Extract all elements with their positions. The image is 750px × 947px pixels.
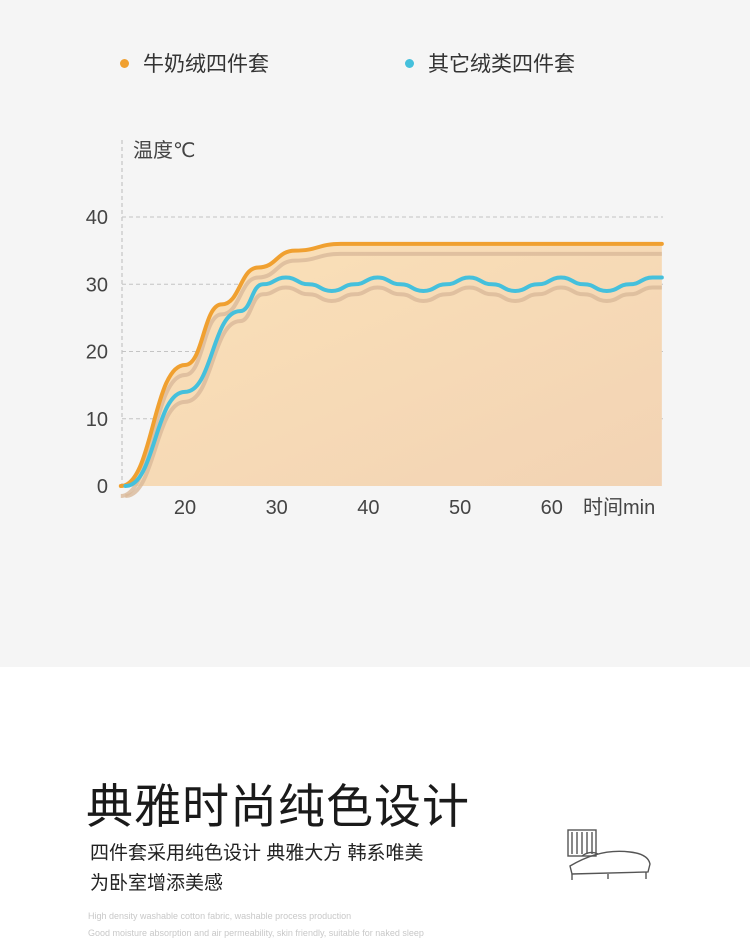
y-tick-label: 40	[86, 207, 108, 229]
promo-english-2: Good moisture absorption and air permeab…	[88, 928, 424, 938]
promo-line-1: 四件套采用纯色设计 典雅大方 韩系唯美	[90, 843, 424, 864]
legend-item-milk-velvet: 牛奶绒四件套	[120, 48, 269, 78]
series-line-1	[118, 241, 664, 488]
x-tick-label: 40	[357, 497, 379, 519]
series-shadow	[120, 251, 662, 498]
x-tick-label: 20	[174, 497, 196, 519]
y-tick-label: 30	[86, 274, 108, 296]
temperature-chart: 0 10 20 30 40 20 30 40 50 60 温度℃ 时间min	[86, 139, 664, 519]
legend-item-other-velvet: 其它绒类四件套	[405, 48, 575, 78]
x-tick-label: 30	[266, 497, 288, 519]
x-tick-label: 60	[541, 497, 563, 519]
area-fill	[120, 243, 662, 486]
y-tick-label: 20	[86, 342, 108, 364]
promo-english-1: High density washable cotton fabric, was…	[88, 911, 352, 921]
promo-line-2: 为卧室增添美感	[90, 873, 224, 894]
legend-dot	[405, 58, 414, 68]
y-tick-label: 10	[86, 409, 108, 431]
legend-label: 其它绒类四件套	[428, 53, 575, 76]
legend-label: 牛奶绒四件套	[143, 53, 269, 76]
x-axis-label: 时间min	[583, 496, 655, 519]
y-tick-label: 0	[97, 476, 108, 498]
y-axis-label: 温度℃	[133, 139, 195, 162]
promo-title: 典雅时尚纯色设计	[86, 780, 470, 833]
bed-icon	[567, 829, 651, 880]
x-tick-label: 50	[449, 497, 471, 519]
series-shadow	[124, 285, 662, 498]
legend-dot	[120, 58, 129, 68]
series-line-2	[123, 275, 664, 488]
